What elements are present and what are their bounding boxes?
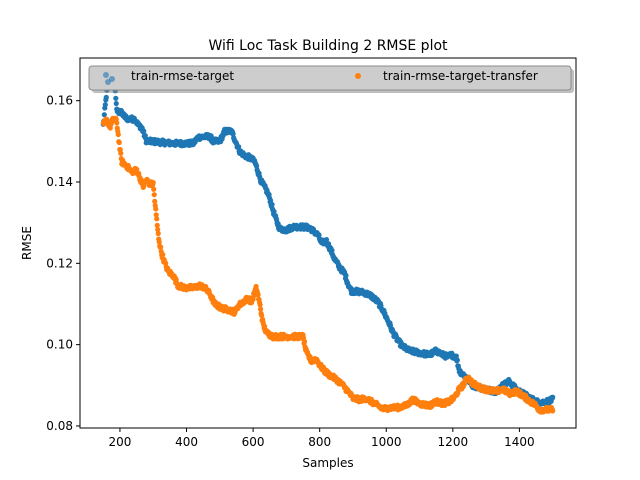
y-tick-label: 0.08 [46, 419, 73, 433]
data-point [236, 144, 242, 150]
data-point [271, 208, 277, 215]
y-tick-label: 0.10 [46, 338, 73, 352]
data-point [343, 272, 349, 279]
scatter-points [100, 72, 556, 415]
series-train-rmse-target-transfer [100, 115, 556, 415]
data-point [103, 94, 109, 101]
data-point [154, 222, 160, 228]
data-point [156, 239, 162, 245]
x-tick-label: 1200 [438, 435, 469, 449]
data-point [141, 128, 147, 134]
data-point [453, 353, 459, 359]
data-point [257, 302, 263, 308]
data-point [261, 323, 268, 329]
data-point [269, 201, 275, 208]
data-point [230, 131, 236, 137]
y-tick-label: 0.12 [46, 256, 73, 270]
legend-marker-train-rmse-target [103, 72, 115, 85]
data-point [150, 180, 156, 186]
data-point [153, 212, 159, 218]
y-tick-label: 0.16 [46, 94, 73, 108]
y-axis: 0.08 0.10 0.12 0.14 0.16 [46, 94, 80, 433]
data-point [454, 357, 460, 363]
data-point [257, 306, 264, 312]
data-point [455, 390, 461, 396]
x-axis-label: Samples [302, 456, 353, 470]
legend: train-rmse-target train-rmse-target-tran… [88, 65, 574, 93]
data-point [155, 230, 161, 237]
x-tick-label: 400 [175, 435, 198, 449]
data-point [267, 197, 274, 204]
data-point [118, 150, 124, 156]
x-tick-label: 1000 [371, 435, 402, 449]
data-point [113, 100, 119, 107]
data-point [153, 206, 159, 212]
legend-box [88, 65, 572, 91]
y-axis-label: RMSE [20, 226, 34, 260]
y-tick-label: 0.14 [46, 175, 73, 189]
data-point [154, 216, 160, 222]
data-point [115, 131, 121, 138]
data-point [301, 338, 308, 345]
data-point [102, 102, 108, 108]
data-point [550, 408, 556, 414]
legend-marker-train-rmse-target-transfer [355, 73, 361, 79]
plot-area-frame [79, 57, 577, 429]
x-tick-label: 1400 [504, 435, 535, 449]
legend-label-train-rmse-target-transfer: train-rmse-target-transfer [383, 69, 538, 83]
data-point [550, 394, 556, 400]
data-point [323, 237, 330, 243]
x-axis: 200 400 600 800 1000 1200 1400 [108, 428, 535, 449]
data-point [134, 166, 140, 173]
data-point [160, 252, 166, 258]
data-point [113, 95, 119, 101]
data-point [116, 139, 122, 146]
legend-label-train-rmse-target: train-rmse-target [131, 69, 234, 83]
data-point [151, 186, 157, 192]
data-point [101, 112, 107, 118]
data-point [155, 226, 161, 233]
data-point [258, 312, 265, 318]
data-point [152, 198, 158, 204]
data-point [158, 244, 164, 250]
data-point [114, 120, 120, 126]
x-tick-label: 600 [242, 435, 265, 449]
x-tick-label: 800 [308, 435, 331, 449]
data-point [255, 292, 261, 298]
x-tick-label: 200 [108, 435, 131, 449]
data-point [329, 247, 335, 254]
chart-title: Wifi Loc Task Building 2 RMSE plot [208, 38, 448, 54]
data-point [151, 192, 157, 198]
